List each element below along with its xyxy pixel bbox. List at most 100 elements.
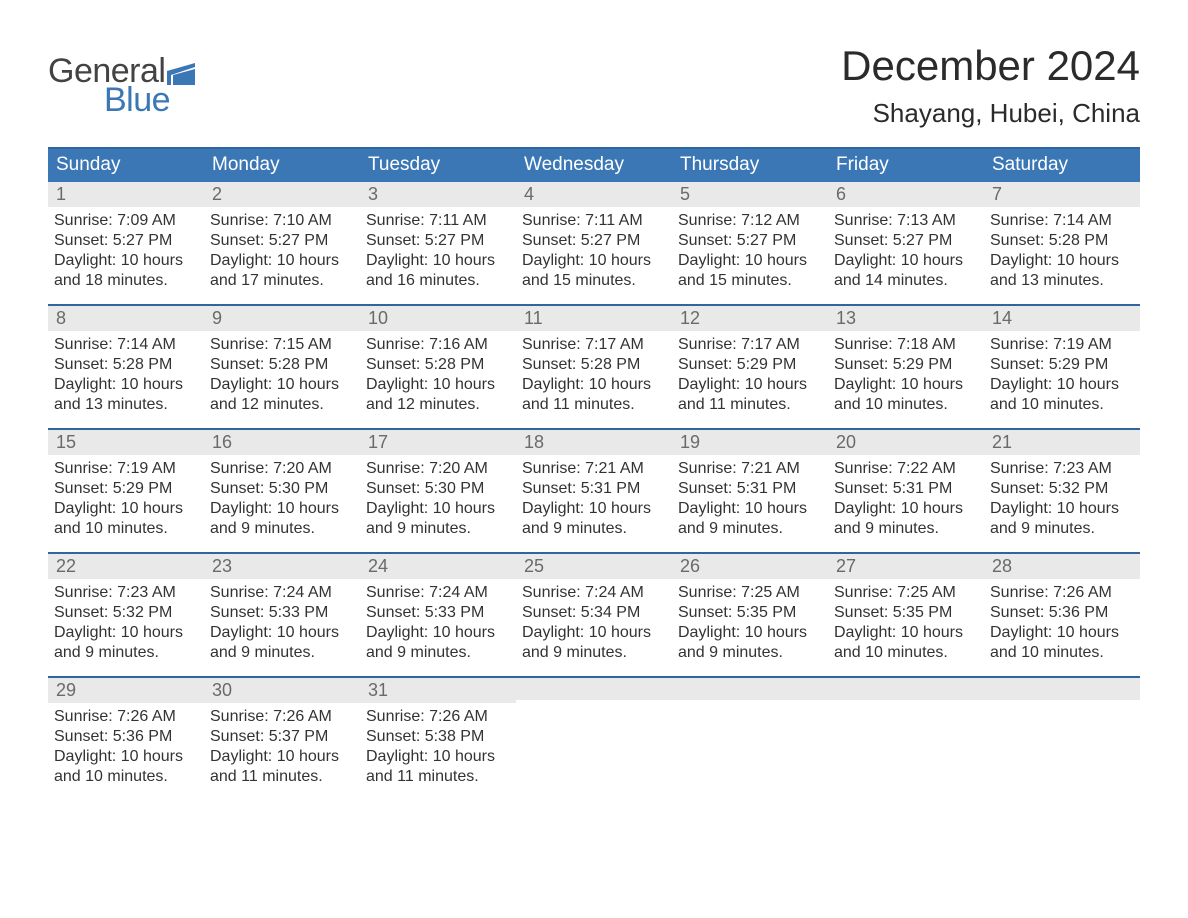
logo-text-blue: Blue <box>104 81 195 120</box>
day-cell: 10Sunrise: 7:16 AMSunset: 5:28 PMDayligh… <box>360 306 516 428</box>
day-number: 24 <box>360 554 516 579</box>
day-d2: and 11 minutes. <box>366 767 510 787</box>
day-number: 3 <box>360 182 516 207</box>
weekday-tue: Tuesday <box>360 149 516 182</box>
day-ss: Sunset: 5:37 PM <box>210 727 354 747</box>
day-ss: Sunset: 5:34 PM <box>522 603 666 623</box>
day-details: Sunrise: 7:21 AMSunset: 5:31 PMDaylight:… <box>522 459 666 539</box>
day-cell: 31Sunrise: 7:26 AMSunset: 5:38 PMDayligh… <box>360 678 516 800</box>
day-number: 10 <box>360 306 516 331</box>
day-d1: Daylight: 10 hours <box>522 375 666 395</box>
day-d2: and 15 minutes. <box>522 271 666 291</box>
day-number: 22 <box>48 554 204 579</box>
day-cell: 6Sunrise: 7:13 AMSunset: 5:27 PMDaylight… <box>828 182 984 304</box>
day-ss: Sunset: 5:31 PM <box>522 479 666 499</box>
day-ss: Sunset: 5:28 PM <box>522 355 666 375</box>
day-sr: Sunrise: 7:19 AM <box>54 459 198 479</box>
day-d2: and 10 minutes. <box>990 643 1134 663</box>
day-d2: and 10 minutes. <box>834 643 978 663</box>
day-d1: Daylight: 10 hours <box>366 251 510 271</box>
day-ss: Sunset: 5:28 PM <box>990 231 1134 251</box>
day-number: 16 <box>204 430 360 455</box>
week-row: 15Sunrise: 7:19 AMSunset: 5:29 PMDayligh… <box>48 428 1140 552</box>
day-cell: 11Sunrise: 7:17 AMSunset: 5:28 PMDayligh… <box>516 306 672 428</box>
day-d2: and 9 minutes. <box>210 643 354 663</box>
day-details: Sunrise: 7:11 AMSunset: 5:27 PMDaylight:… <box>366 211 510 291</box>
day-details: Sunrise: 7:21 AMSunset: 5:31 PMDaylight:… <box>678 459 822 539</box>
day-sr: Sunrise: 7:25 AM <box>678 583 822 603</box>
day-number: 1 <box>48 182 204 207</box>
day-cell: 29Sunrise: 7:26 AMSunset: 5:36 PMDayligh… <box>48 678 204 800</box>
day-ss: Sunset: 5:29 PM <box>834 355 978 375</box>
day-d1: Daylight: 10 hours <box>366 375 510 395</box>
day-number: 6 <box>828 182 984 207</box>
day-sr: Sunrise: 7:26 AM <box>366 707 510 727</box>
weekday-header: Sunday Monday Tuesday Wednesday Thursday… <box>48 149 1140 182</box>
day-sr: Sunrise: 7:23 AM <box>990 459 1134 479</box>
day-sr: Sunrise: 7:14 AM <box>54 335 198 355</box>
day-d1: Daylight: 10 hours <box>678 375 822 395</box>
day-number: 2 <box>204 182 360 207</box>
day-d1: Daylight: 10 hours <box>990 499 1134 519</box>
day-ss: Sunset: 5:35 PM <box>678 603 822 623</box>
day-number: 13 <box>828 306 984 331</box>
header: General Blue December 2024 Shayang, Hube… <box>48 42 1140 129</box>
day-ss: Sunset: 5:28 PM <box>54 355 198 375</box>
day-number: 30 <box>204 678 360 703</box>
week-row: 22Sunrise: 7:23 AMSunset: 5:32 PMDayligh… <box>48 552 1140 676</box>
day-d2: and 10 minutes. <box>990 395 1134 415</box>
day-number <box>516 678 672 700</box>
day-d2: and 17 minutes. <box>210 271 354 291</box>
day-details: Sunrise: 7:26 AMSunset: 5:38 PMDaylight:… <box>366 707 510 787</box>
day-d1: Daylight: 10 hours <box>366 747 510 767</box>
day-d1: Daylight: 10 hours <box>54 623 198 643</box>
day-sr: Sunrise: 7:22 AM <box>834 459 978 479</box>
day-d2: and 9 minutes. <box>522 643 666 663</box>
day-details: Sunrise: 7:26 AMSunset: 5:36 PMDaylight:… <box>54 707 198 787</box>
day-number: 4 <box>516 182 672 207</box>
day-ss: Sunset: 5:38 PM <box>366 727 510 747</box>
day-d2: and 9 minutes. <box>210 519 354 539</box>
day-d2: and 13 minutes. <box>54 395 198 415</box>
day-sr: Sunrise: 7:10 AM <box>210 211 354 231</box>
day-sr: Sunrise: 7:17 AM <box>522 335 666 355</box>
day-number: 25 <box>516 554 672 579</box>
day-sr: Sunrise: 7:11 AM <box>522 211 666 231</box>
day-sr: Sunrise: 7:14 AM <box>990 211 1134 231</box>
day-details: Sunrise: 7:09 AMSunset: 5:27 PMDaylight:… <box>54 211 198 291</box>
day-cell <box>516 678 672 800</box>
day-d2: and 10 minutes. <box>54 767 198 787</box>
day-number: 19 <box>672 430 828 455</box>
day-cell: 7Sunrise: 7:14 AMSunset: 5:28 PMDaylight… <box>984 182 1140 304</box>
day-details: Sunrise: 7:11 AMSunset: 5:27 PMDaylight:… <box>522 211 666 291</box>
day-sr: Sunrise: 7:26 AM <box>990 583 1134 603</box>
day-d1: Daylight: 10 hours <box>678 499 822 519</box>
day-cell: 9Sunrise: 7:15 AMSunset: 5:28 PMDaylight… <box>204 306 360 428</box>
day-sr: Sunrise: 7:26 AM <box>54 707 198 727</box>
day-number: 28 <box>984 554 1140 579</box>
day-d1: Daylight: 10 hours <box>54 499 198 519</box>
title-block: December 2024 Shayang, Hubei, China <box>841 42 1140 129</box>
day-cell: 16Sunrise: 7:20 AMSunset: 5:30 PMDayligh… <box>204 430 360 552</box>
day-cell: 17Sunrise: 7:20 AMSunset: 5:30 PMDayligh… <box>360 430 516 552</box>
day-d2: and 9 minutes. <box>366 519 510 539</box>
day-details: Sunrise: 7:25 AMSunset: 5:35 PMDaylight:… <box>834 583 978 663</box>
day-details: Sunrise: 7:20 AMSunset: 5:30 PMDaylight:… <box>366 459 510 539</box>
day-d1: Daylight: 10 hours <box>522 251 666 271</box>
day-ss: Sunset: 5:33 PM <box>210 603 354 623</box>
day-d1: Daylight: 10 hours <box>54 375 198 395</box>
day-number: 7 <box>984 182 1140 207</box>
day-cell: 2Sunrise: 7:10 AMSunset: 5:27 PMDaylight… <box>204 182 360 304</box>
day-cell: 5Sunrise: 7:12 AMSunset: 5:27 PMDaylight… <box>672 182 828 304</box>
day-ss: Sunset: 5:30 PM <box>210 479 354 499</box>
day-d2: and 9 minutes. <box>522 519 666 539</box>
day-number: 8 <box>48 306 204 331</box>
day-sr: Sunrise: 7:19 AM <box>990 335 1134 355</box>
page: General Blue December 2024 Shayang, Hube… <box>0 0 1188 800</box>
day-d1: Daylight: 10 hours <box>678 623 822 643</box>
day-ss: Sunset: 5:27 PM <box>54 231 198 251</box>
day-details: Sunrise: 7:15 AMSunset: 5:28 PMDaylight:… <box>210 335 354 415</box>
day-sr: Sunrise: 7:11 AM <box>366 211 510 231</box>
day-cell: 14Sunrise: 7:19 AMSunset: 5:29 PMDayligh… <box>984 306 1140 428</box>
day-details: Sunrise: 7:18 AMSunset: 5:29 PMDaylight:… <box>834 335 978 415</box>
